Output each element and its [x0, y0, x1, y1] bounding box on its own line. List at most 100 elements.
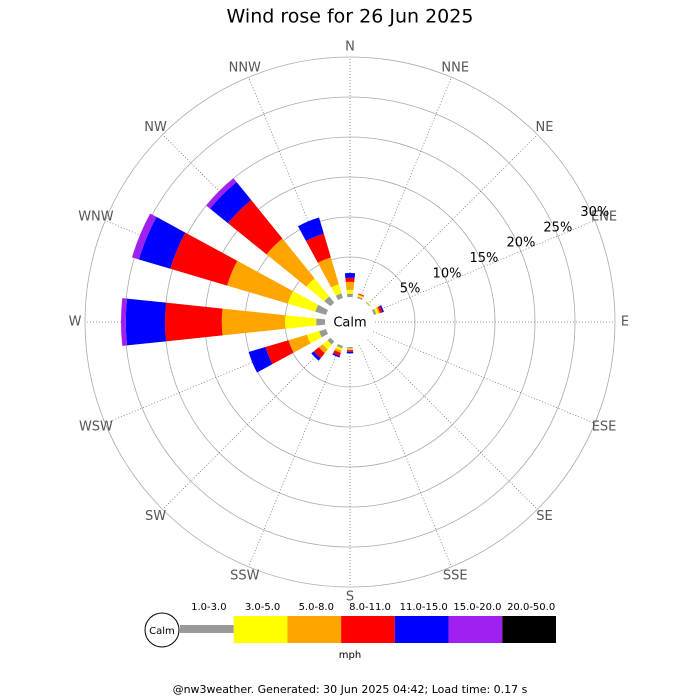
wedge: [131, 213, 157, 260]
wedge: [327, 337, 335, 345]
wedge: [377, 305, 383, 314]
wedge: [347, 349, 353, 351]
spoke: [248, 344, 341, 567]
legend-calm-label: Calm: [149, 626, 175, 637]
wedge: [138, 216, 186, 269]
wedge: [306, 233, 331, 263]
direction-label: WNW: [78, 209, 114, 224]
wedge: [334, 348, 342, 353]
legend-calm-circle: [144, 612, 180, 648]
footer: @nw3weather. Generated: 30 Jun 2025 04:4…: [173, 683, 528, 696]
legend-label: 8.0-11.0: [349, 602, 391, 613]
r-tick-label: 20%: [506, 236, 535, 251]
wedge: [333, 350, 341, 356]
wedge: [366, 301, 371, 306]
wedge: [332, 353, 340, 358]
wedge: [324, 296, 335, 307]
direction-label: SE: [536, 509, 552, 524]
wedge: [316, 318, 326, 326]
wedge: [357, 294, 364, 299]
legend-swatch: [394, 616, 449, 643]
wedge: [374, 307, 379, 315]
direction-label: NW: [144, 120, 167, 135]
wedge: [317, 257, 339, 288]
wedge: [322, 340, 332, 350]
wedge: [125, 298, 167, 346]
calm-label: Calm: [333, 316, 366, 331]
legend-swatch: [180, 625, 234, 633]
direction-label: SSE: [443, 569, 468, 584]
wedge: [379, 305, 384, 313]
wedge: [297, 217, 324, 241]
spoke: [359, 77, 452, 300]
wedge: [265, 340, 294, 365]
wedge: [318, 344, 328, 354]
ring: [84, 56, 616, 588]
direction-label: WSW: [79, 420, 113, 435]
wedge: [319, 329, 329, 338]
legend-label: 15.0-20.0: [453, 602, 501, 613]
wedge: [346, 350, 354, 352]
wedge: [288, 334, 311, 353]
r-tick-label: 30%: [580, 205, 609, 220]
direction-label: NNW: [229, 60, 261, 75]
direction-label: ENE: [591, 209, 617, 224]
wedge: [311, 351, 321, 361]
wedge: [165, 302, 223, 342]
direction-label: SSW: [230, 569, 260, 584]
wedge: [347, 348, 353, 350]
wedge: [335, 346, 343, 351]
wedge: [335, 293, 343, 301]
wedge: [358, 294, 364, 298]
wedge: [357, 296, 363, 301]
wedge: [336, 343, 343, 349]
wedge: [376, 307, 381, 314]
direction-label: SW: [145, 509, 166, 524]
wedge: [221, 308, 286, 336]
legend-label: 3.0-5.0: [245, 602, 280, 613]
wedge: [345, 281, 355, 290]
wedge: [227, 260, 293, 304]
legend-label: 11.0-15.0: [400, 602, 448, 613]
r-tick-label: 5%: [400, 282, 421, 297]
legend-swatch: [287, 616, 342, 643]
wedge: [346, 351, 354, 354]
spoke: [359, 344, 452, 567]
r-tick-label: 25%: [543, 220, 572, 235]
spoke: [162, 339, 333, 510]
wedge: [209, 181, 252, 224]
legend-label: 1.0-3.0: [191, 602, 226, 613]
wedge: [347, 293, 353, 298]
legend-unit: mph: [339, 650, 361, 661]
direction-label: E: [621, 315, 629, 330]
wedge: [313, 347, 325, 359]
r-tick-label: 15%: [470, 251, 499, 266]
wedge: [345, 277, 355, 283]
spoke: [367, 134, 538, 305]
spoke: [367, 339, 538, 510]
wedge: [266, 238, 315, 287]
wedge: [315, 304, 329, 315]
wedge: [346, 289, 354, 294]
wedge: [347, 346, 353, 349]
wedge: [331, 284, 342, 296]
spoke: [372, 331, 595, 424]
direction-label: S: [346, 590, 354, 605]
wedge: [358, 293, 365, 297]
direction-label: W: [69, 315, 82, 330]
bars: [121, 178, 384, 373]
legend-label: 20.0-50.0: [507, 602, 555, 613]
wedge: [306, 278, 330, 302]
wedge: [371, 308, 377, 315]
legend-swatch: [448, 616, 503, 643]
wedge: [170, 232, 238, 286]
wedge: [121, 298, 128, 346]
legend-swatch: [502, 616, 556, 643]
direction-label: ESE: [592, 420, 617, 435]
r-tick-label: 10%: [433, 266, 462, 281]
direction-label: NE: [535, 120, 553, 135]
chart-title: Wind rose for 26 Jun 2025: [227, 6, 474, 28]
wedge: [248, 347, 273, 373]
overlay: 5% 10% 15% 20% 25% 30% Calm Calm 1.0-3.0 3.0-5.0 5…: [144, 205, 609, 661]
